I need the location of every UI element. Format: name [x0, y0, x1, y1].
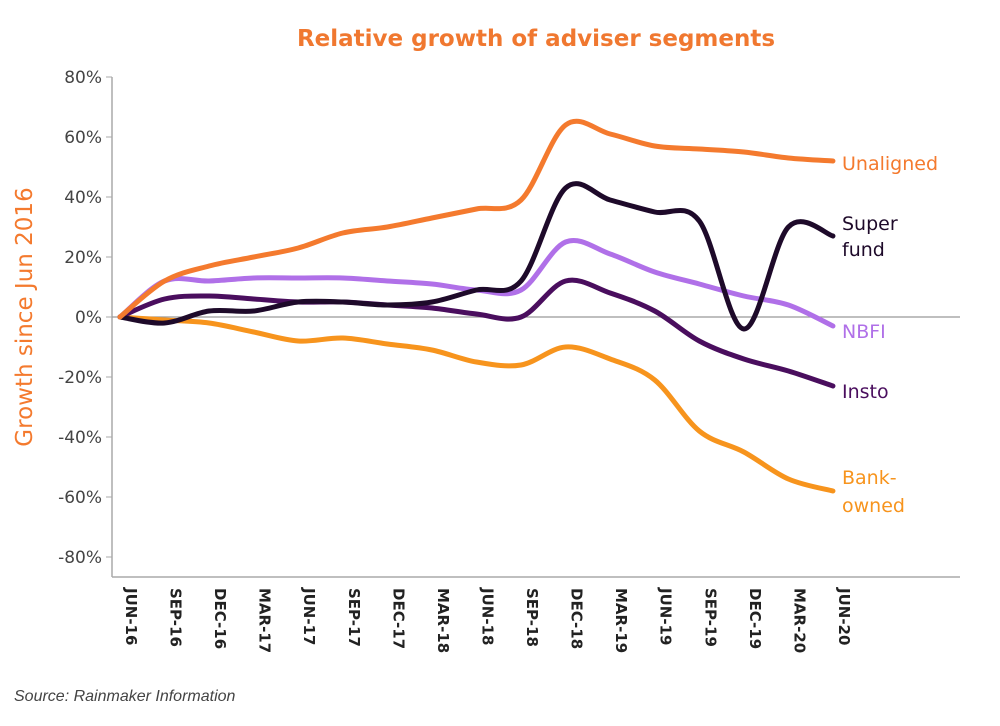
x-tick-label: SEP-18	[523, 588, 541, 647]
y-tick-label: 80%	[64, 68, 102, 88]
x-tick-label: DEC-19	[746, 588, 764, 649]
x-tick-label: DEC-18	[568, 588, 586, 649]
x-tick-label: MAR-17	[256, 588, 274, 653]
series-label: NBFI	[842, 321, 886, 343]
y-tick-label: 40%	[64, 188, 102, 208]
source-note: Source: Rainmaker Information	[14, 688, 236, 705]
y-tick-label: 60%	[64, 128, 102, 148]
series-line-unaligned	[117, 118, 836, 320]
y-tick-label: -20%	[58, 368, 102, 388]
series-line-super-fund	[117, 181, 836, 332]
y-tick-label: 0%	[75, 308, 102, 328]
x-tick-label: DEC-17	[389, 588, 407, 649]
x-tick-label: MAR-20	[790, 588, 808, 653]
x-tick-label: JUN-18	[478, 587, 496, 645]
series-lines	[117, 118, 836, 494]
y-tick-label: -40%	[58, 428, 102, 448]
x-tick-label: JUN-19	[657, 587, 675, 645]
x-tick-label: MAR-19	[612, 588, 630, 653]
y-tick-label: -80%	[58, 548, 102, 568]
series-label: Super	[842, 213, 898, 235]
axes: 80% 60% 40% 20% 0% -20% -40% -60% -80% JUN-16 SEP-…	[58, 68, 960, 653]
x-tick-label: JUN-16	[122, 587, 140, 645]
y-axis-label: Growth since Jun 2016	[12, 187, 38, 446]
chart-title: Relative growth of adviser segments	[297, 26, 775, 52]
series-label: owned	[842, 495, 905, 517]
x-tick-label: JUN-17	[300, 587, 318, 645]
series-label: Bank-	[842, 467, 897, 489]
y-tick-label: -60%	[58, 488, 102, 508]
x-tick-label: SEP-17	[345, 588, 363, 647]
series-label: fund	[842, 239, 885, 261]
x-tick-label: MAR-18	[434, 588, 452, 653]
x-tick-label: DEC-16	[211, 588, 229, 649]
y-tick-label: 20%	[64, 248, 102, 268]
series-line-bank-owned	[117, 314, 836, 494]
series-label: Insto	[842, 381, 889, 403]
series-labels: Unaligned Super fund NBFI Insto Bank-owned	[842, 153, 938, 517]
x-tick-label: SEP-19	[701, 588, 719, 647]
series-line-insto	[117, 277, 836, 389]
x-tick-label: SEP-16	[167, 588, 185, 647]
series-label: Unaligned	[842, 153, 938, 175]
x-tick-label: JUN-20	[835, 587, 853, 645]
